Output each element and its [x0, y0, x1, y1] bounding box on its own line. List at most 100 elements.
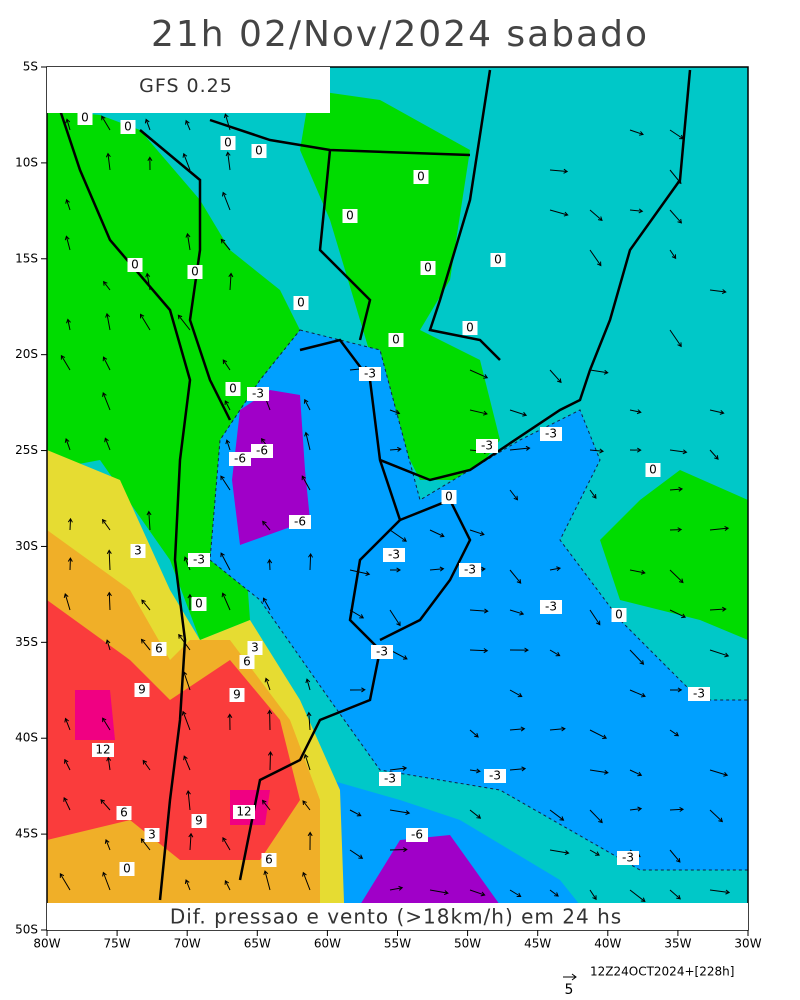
- wind-arrow: [302, 871, 311, 891]
- contour-label-bg: [251, 144, 267, 158]
- wind-arrow: [64, 758, 71, 771]
- lon-label: 70W: [174, 937, 201, 951]
- wind-arrow: [183, 556, 191, 571]
- wind-arrow: [669, 609, 687, 619]
- wind-arrow: [223, 113, 231, 131]
- wind-arrow: [709, 769, 729, 777]
- wind-arrow: [65, 198, 71, 211]
- wind-arrow: [105, 639, 111, 651]
- wind-arrow: [65, 118, 71, 131]
- wind-arrow: [178, 633, 191, 651]
- contour-label-bg: [127, 258, 143, 272]
- contour-label: 12: [95, 743, 110, 757]
- wind-arrow: [589, 769, 609, 775]
- wind-arrow: [589, 849, 600, 856]
- lat-label: 15S: [15, 251, 38, 265]
- wind-arrow: [629, 689, 646, 698]
- wind-arrow: [709, 449, 719, 460]
- wind-arrow: [509, 445, 531, 451]
- contour-label: 0: [229, 382, 237, 396]
- contour-label-bg: [144, 828, 160, 842]
- wind-arrow: [589, 489, 597, 499]
- region-green: [600, 470, 748, 640]
- wind-arrow: [64, 437, 71, 451]
- wind-arrow: [389, 409, 401, 415]
- contour-label: 0: [649, 463, 657, 477]
- wind-arrow: [262, 520, 271, 531]
- wind-arrow: [509, 409, 528, 417]
- contour-label: 6: [265, 853, 273, 867]
- lat-label: 5S: [23, 60, 38, 74]
- wind-arrow: [629, 208, 644, 214]
- contour-label-bg: [233, 805, 255, 819]
- wind-arrow: [549, 809, 565, 821]
- region-purple: [360, 835, 500, 905]
- wind-arrow: [106, 756, 112, 771]
- wind-arrow: [306, 711, 312, 731]
- wind-arrow: [589, 249, 602, 267]
- contour-label: -3: [193, 553, 205, 567]
- wind-arrow: [669, 249, 677, 260]
- wind-arrow: [469, 768, 481, 774]
- contour-label: -3: [481, 439, 493, 453]
- wind-arrow: [220, 552, 231, 571]
- wind-arrow: [104, 437, 111, 451]
- region-green: [300, 90, 500, 480]
- wind-arrow: [669, 169, 682, 185]
- wind-arrow: [629, 806, 643, 812]
- wind-arrow: [549, 649, 561, 657]
- wind-arrow: [629, 409, 642, 415]
- wind-arrow: [220, 475, 231, 491]
- wind-arrow: [709, 889, 731, 895]
- wind-arrow: [469, 729, 479, 738]
- wind-arrow: [225, 151, 231, 171]
- wind-arrow: [267, 709, 273, 731]
- contour-label: 9: [138, 683, 146, 697]
- wind-arrow: [349, 687, 366, 693]
- contour-label-bg: [225, 382, 241, 396]
- wind-arrow: [669, 486, 684, 492]
- contour-label-bg: [247, 641, 263, 655]
- wind-arrow: [669, 687, 683, 693]
- contour-label-bg: [459, 563, 481, 577]
- contour-label-bg: [413, 170, 429, 184]
- wind-arrow: [106, 549, 112, 571]
- wind-arrow: [469, 889, 486, 897]
- contour-label-bg: [229, 688, 245, 702]
- wind-arrow: [103, 280, 111, 291]
- wind-arrow: [589, 609, 601, 626]
- wind-arrow: [469, 369, 489, 379]
- wind-arrow: [549, 209, 569, 217]
- wind-arrow: [147, 156, 153, 171]
- contour-label-bg: [420, 261, 436, 275]
- lat-label: 30S: [15, 539, 38, 553]
- wind-arrow: [221, 592, 231, 611]
- wind-arrow: [509, 889, 522, 897]
- wind-arrow: [145, 272, 151, 291]
- vector-ref-head: [571, 973, 577, 981]
- wind-arrow: [227, 713, 233, 731]
- wind-arrow: [549, 889, 559, 897]
- wind-arrow: [469, 529, 485, 536]
- wind-arrow: [307, 831, 313, 851]
- wind-arrow: [105, 312, 111, 331]
- lon-label: 80W: [33, 937, 60, 951]
- contour-label: 9: [233, 688, 241, 702]
- wind-vectors: [59, 113, 731, 903]
- lon-label: 60W: [314, 937, 341, 951]
- wind-arrow: [101, 115, 111, 131]
- contour-label: -3: [545, 600, 557, 614]
- wind-arrow: [220, 238, 231, 251]
- wind-arrow: [509, 647, 529, 653]
- contour-label-bg: [229, 452, 251, 466]
- contour-label-bg: [611, 608, 627, 622]
- wind-arrow: [63, 796, 71, 811]
- wind-arrow: [308, 552, 314, 571]
- wind-arrow: [144, 118, 151, 131]
- wind-arrow: [349, 609, 365, 619]
- wind-arrow: [102, 871, 111, 891]
- contour-label-bg: [379, 772, 401, 786]
- wind-arrow: [669, 806, 685, 812]
- wind-arrow: [389, 809, 411, 816]
- lat-label: 45S: [15, 827, 38, 841]
